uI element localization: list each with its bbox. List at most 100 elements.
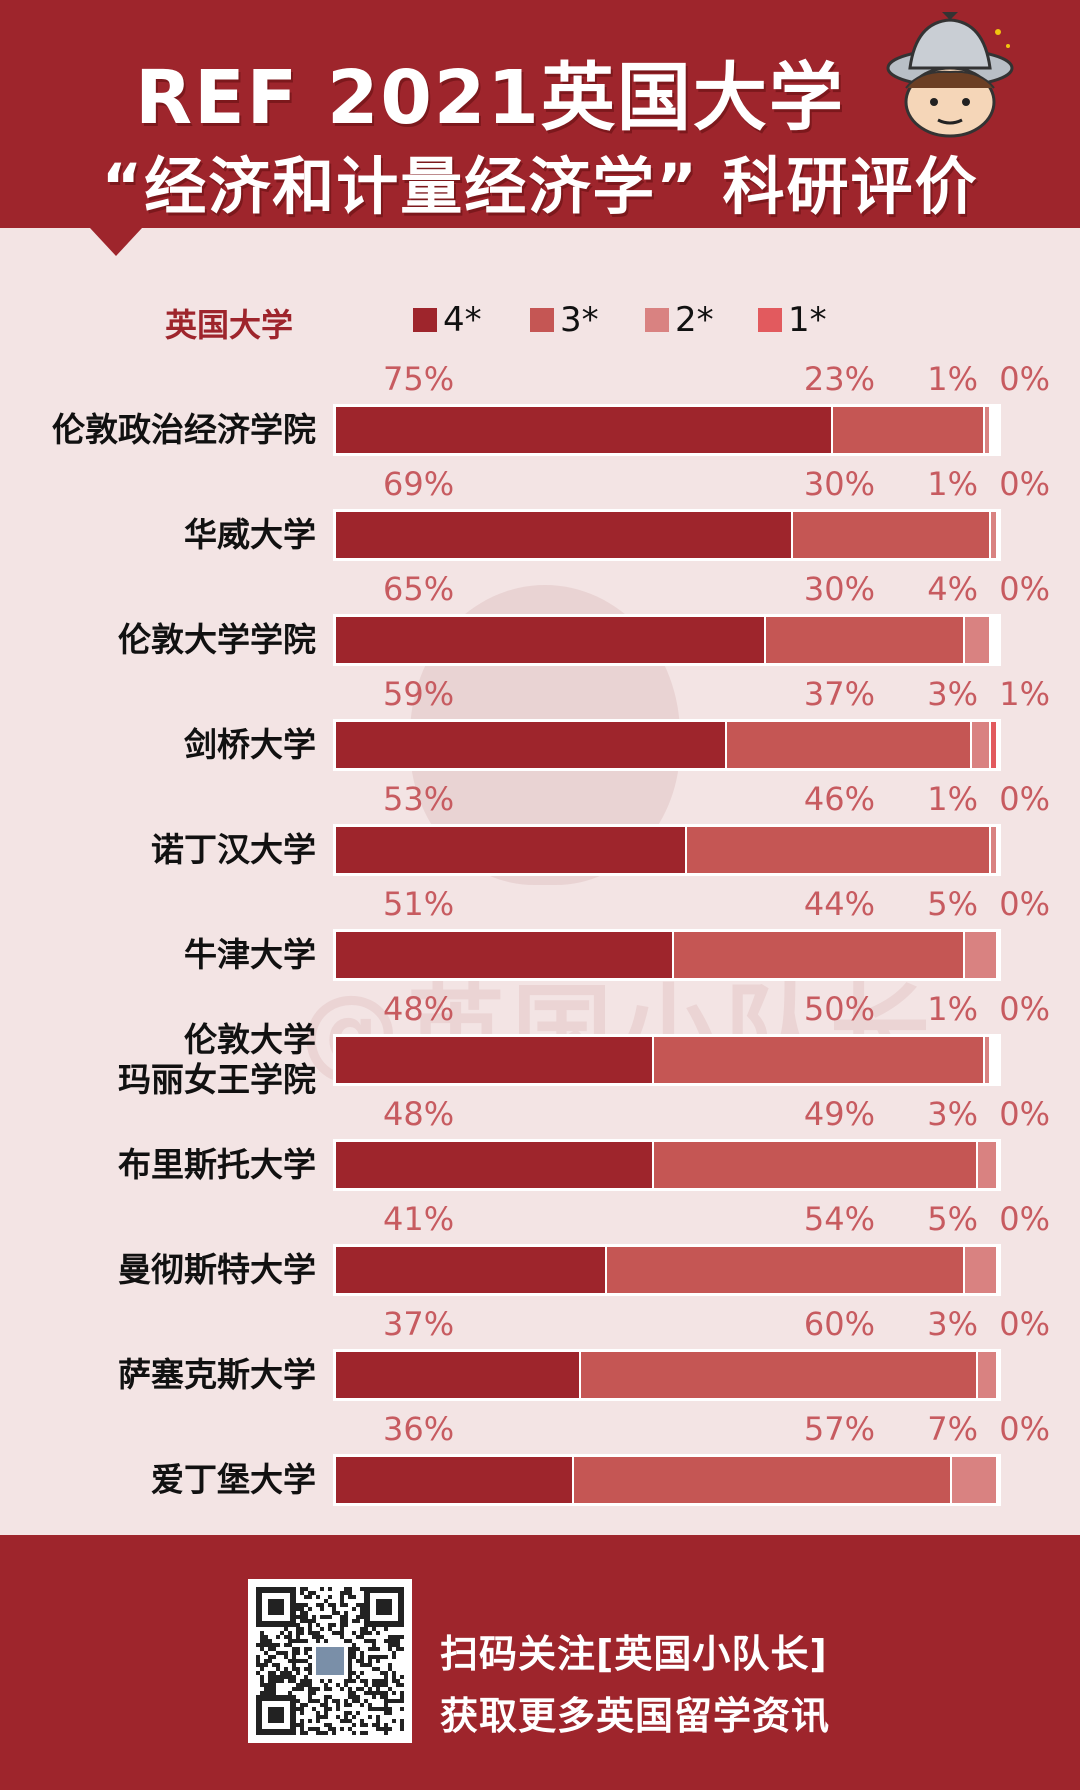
bar-track [333,1454,1001,1506]
category-label: 牛津大学 [184,935,316,974]
data-label-3star: 37% [803,675,875,713]
category-label: 萨塞克斯大学 [118,1355,316,1394]
category-label: 爱丁堡大学 [151,1460,316,1499]
data-label-4star: 59% [383,675,455,713]
category-label: 伦敦大学 玛丽女王学院 [118,1020,316,1099]
data-label-1star: 0% [999,885,1050,923]
page-title: REF 2021英国大学 [135,55,845,141]
bar-3star [832,407,983,453]
bar-4star [336,722,725,768]
legend-swatch-2star [645,308,669,332]
data-label-3star: 54% [803,1200,875,1238]
data-label-4star: 48% [383,1095,455,1133]
bar-3star [574,1457,950,1503]
data-label-4star: 75% [383,360,455,398]
detective-mascot-icon [886,12,1014,138]
legend-item-4star: 4* [413,300,482,340]
bar-4star [336,1037,652,1083]
data-label-3star: 23% [803,360,875,398]
data-label-2star: 7% [927,1410,978,1448]
bar-3star [686,827,990,873]
data-label-2star: 1% [927,990,978,1028]
header-notch [90,228,142,256]
legend-label-3star: 3* [560,300,599,340]
data-label-2star: 3% [927,675,978,713]
data-label-1star: 0% [999,1200,1050,1238]
bar-3star [673,932,963,978]
data-label-4star: 69% [383,465,455,503]
category-label: 曼彻斯特大学 [118,1250,316,1289]
data-label-4star: 48% [383,990,455,1028]
data-label-1star: 0% [999,1305,1050,1343]
data-label-4star: 41% [383,1200,455,1238]
qr-code[interactable] [248,1579,412,1743]
bar-4star [336,617,765,663]
data-label-1star: 0% [999,990,1050,1028]
data-label-1star: 0% [999,1095,1050,1133]
bar-2star [964,617,990,663]
bar-3star [580,1352,977,1398]
legend-item-2star: 2* [645,300,714,340]
data-label-1star: 0% [999,780,1050,818]
bar-4star [336,512,791,558]
bar-4star [336,932,672,978]
bar-1star [991,722,996,768]
bar-3star [653,1142,977,1188]
legend-swatch-3star [530,308,554,332]
bar-track [333,1139,1001,1191]
bar-track [333,719,1001,771]
category-label: 伦敦政治经济学院 [52,410,316,449]
page-subtitle: “经济和计量经济学” 科研评价 [101,150,979,223]
legend-item-3star: 3* [530,300,599,340]
data-label-3star: 57% [803,1410,875,1448]
data-label-2star: 3% [927,1095,978,1133]
data-label-4star: 36% [383,1410,455,1448]
bar-4star [336,1247,606,1293]
category-label: 布里斯托大学 [118,1145,316,1184]
bar-4star [336,407,831,453]
footer-banner: 扫码关注[英国小队长] 获取更多英国留学资讯 [0,1535,1080,1790]
bar-2star [971,722,990,768]
bar-2star [984,1037,990,1083]
legend-label-1star: 1* [788,300,827,340]
data-label-2star: 1% [927,360,978,398]
bar-3star [792,512,990,558]
data-label-1star: 0% [999,570,1050,608]
data-label-2star: 4% [927,570,978,608]
bar-4star [336,1352,579,1398]
data-label-4star: 37% [383,1305,455,1343]
bar-track [333,509,1001,561]
data-label-2star: 5% [927,885,978,923]
category-label: 剑桥大学 [184,725,316,764]
data-label-2star: 1% [927,780,978,818]
category-label: 诺丁汉大学 [151,830,316,869]
bar-4star [336,1142,652,1188]
data-label-2star: 5% [927,1200,978,1238]
data-label-4star: 65% [383,570,455,608]
legend-title: 英国大学 [165,306,294,344]
bar-3star [726,722,970,768]
data-label-4star: 53% [383,780,455,818]
bar-3star [653,1037,983,1083]
data-label-3star: 30% [803,570,875,608]
bar-2star [978,1352,996,1398]
data-label-1star: 0% [999,1410,1050,1448]
data-label-3star: 46% [803,780,875,818]
bar-2star [991,512,996,558]
chart-legend: 英国大学 4* 3* 2* 1* [0,300,1080,344]
bar-track [333,1244,1001,1296]
bar-track [333,404,1001,456]
data-label-3star: 44% [803,885,875,923]
bar-2star [984,407,990,453]
data-label-2star: 1% [927,465,978,503]
footer-follow-text: 扫码关注[英国小队长] [440,1632,828,1676]
data-label-2star: 3% [927,1305,978,1343]
category-label: 华威大学 [184,515,316,554]
bar-3star [766,617,963,663]
legend-label-4star: 4* [443,300,482,340]
bar-2star [964,1247,996,1293]
bar-2star [978,1142,996,1188]
bar-2star [991,827,996,873]
bar-track [333,929,1001,981]
data-label-3star: 49% [803,1095,875,1133]
